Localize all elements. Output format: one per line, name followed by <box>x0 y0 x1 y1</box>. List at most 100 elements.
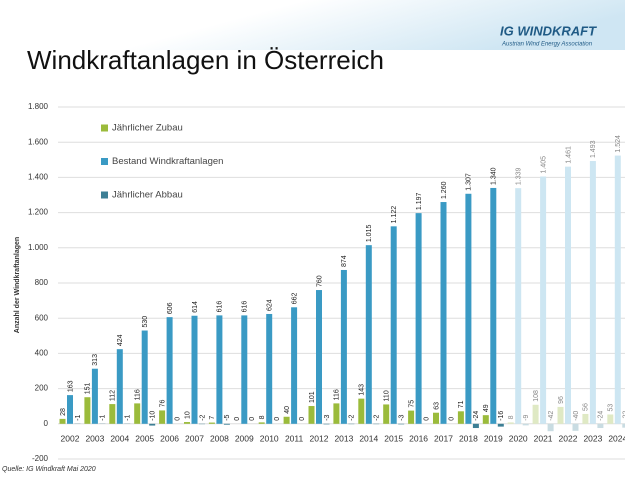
x-tick-label: 2018 <box>459 433 478 443</box>
bar <box>223 423 230 425</box>
bar <box>91 368 98 424</box>
bar <box>116 349 123 424</box>
bar <box>208 422 215 424</box>
value-label: -2 <box>349 414 356 420</box>
value-label: -1 <box>75 414 82 420</box>
x-tick-label: 2009 <box>235 433 254 443</box>
bar <box>191 315 198 424</box>
x-tick-label: 2004 <box>110 433 129 443</box>
bar <box>398 423 405 425</box>
value-label: 614 <box>192 301 199 313</box>
value-label: 0 <box>274 417 281 421</box>
bar <box>291 307 298 424</box>
x-tick-label: 2015 <box>384 433 403 443</box>
bar <box>532 404 539 424</box>
value-label: 96 <box>558 396 565 404</box>
bar <box>59 418 66 424</box>
value-label: -9 <box>523 414 530 420</box>
x-tick-label: 2014 <box>359 433 378 443</box>
y-tick-label: 600 <box>35 313 49 322</box>
value-label: 1.260 <box>441 181 448 199</box>
bar <box>507 422 514 424</box>
x-tick-label: 2024 <box>608 433 625 443</box>
x-tick-label: 2005 <box>135 433 154 443</box>
bar <box>490 187 497 424</box>
y-tick-label: 0 <box>44 419 49 428</box>
bar <box>472 423 479 429</box>
bar <box>415 213 422 424</box>
x-tick-label: 2008 <box>210 433 229 443</box>
value-label: -40 <box>573 411 580 421</box>
bar <box>540 176 547 424</box>
bar <box>597 423 604 429</box>
bar <box>614 155 621 424</box>
bar <box>522 423 529 426</box>
value-label: 10 <box>184 411 191 419</box>
bar <box>141 330 148 424</box>
header-band <box>0 0 625 50</box>
bar <box>622 423 625 428</box>
bar <box>408 410 415 424</box>
value-label: -24 <box>473 411 480 421</box>
value-label: 143 <box>359 384 366 396</box>
value-label: 151 <box>85 382 92 394</box>
value-label: -2 <box>374 414 381 420</box>
value-label: -22 <box>623 411 625 421</box>
bar <box>572 423 579 431</box>
value-label: 116 <box>135 389 142 400</box>
bar <box>390 226 397 424</box>
value-label: 0 <box>234 417 241 421</box>
bar <box>440 202 447 424</box>
bar <box>266 313 273 424</box>
value-label: 0 <box>299 417 306 421</box>
value-label: 110 <box>384 390 391 401</box>
bar <box>383 404 390 424</box>
x-tick-label: 2016 <box>409 433 428 443</box>
x-tick-label: 2010 <box>260 433 279 443</box>
value-label: 76 <box>159 400 166 408</box>
value-label: -5 <box>224 414 231 420</box>
value-label: 40 <box>284 406 291 414</box>
value-label: 760 <box>316 275 323 287</box>
value-label: 101 <box>309 391 316 403</box>
y-tick-label: 800 <box>35 278 49 287</box>
value-label: 1.015 <box>366 225 373 243</box>
bar <box>109 404 116 424</box>
value-label: 28 <box>60 408 67 416</box>
bar <box>433 412 439 424</box>
bar <box>482 415 489 424</box>
value-label: 8 <box>259 415 266 419</box>
bar <box>84 397 91 424</box>
value-label: 662 <box>291 293 298 305</box>
value-label: 1.340 <box>491 167 498 185</box>
value-label: 1.493 <box>590 140 597 158</box>
bar <box>465 193 472 424</box>
logo: IG WINDKRAFT <box>500 23 597 38</box>
bar <box>582 413 589 424</box>
value-label: 0 <box>448 417 455 421</box>
bar <box>184 422 190 424</box>
bar <box>333 403 340 424</box>
x-tick-label: 2007 <box>185 433 204 443</box>
value-label: 53 <box>608 404 615 412</box>
y-tick-label: 1.200 <box>28 208 49 217</box>
y-tick-label: 1.600 <box>28 137 49 146</box>
bar <box>365 245 372 424</box>
logo-tagline: Austrian Wind Energy Association <box>501 42 593 48</box>
value-label: -1 <box>100 414 107 420</box>
legend-label: Jährlicher Zubau <box>112 123 183 134</box>
value-label: 71 <box>458 400 465 408</box>
value-label: 0 <box>174 417 181 421</box>
x-tick-label: 2023 <box>583 433 602 443</box>
value-label: 7 <box>209 416 216 420</box>
x-tick-label: 2011 <box>285 433 304 443</box>
value-label: 1.197 <box>416 193 423 211</box>
value-label: -10 <box>150 411 157 421</box>
value-label: 530 <box>142 316 149 328</box>
bar <box>358 398 365 424</box>
bar <box>497 423 504 427</box>
value-label: 108 <box>533 390 540 402</box>
source: Quelle: IG Windkraft Mai 2020 <box>2 466 96 473</box>
x-tick-label: 2013 <box>334 433 353 443</box>
